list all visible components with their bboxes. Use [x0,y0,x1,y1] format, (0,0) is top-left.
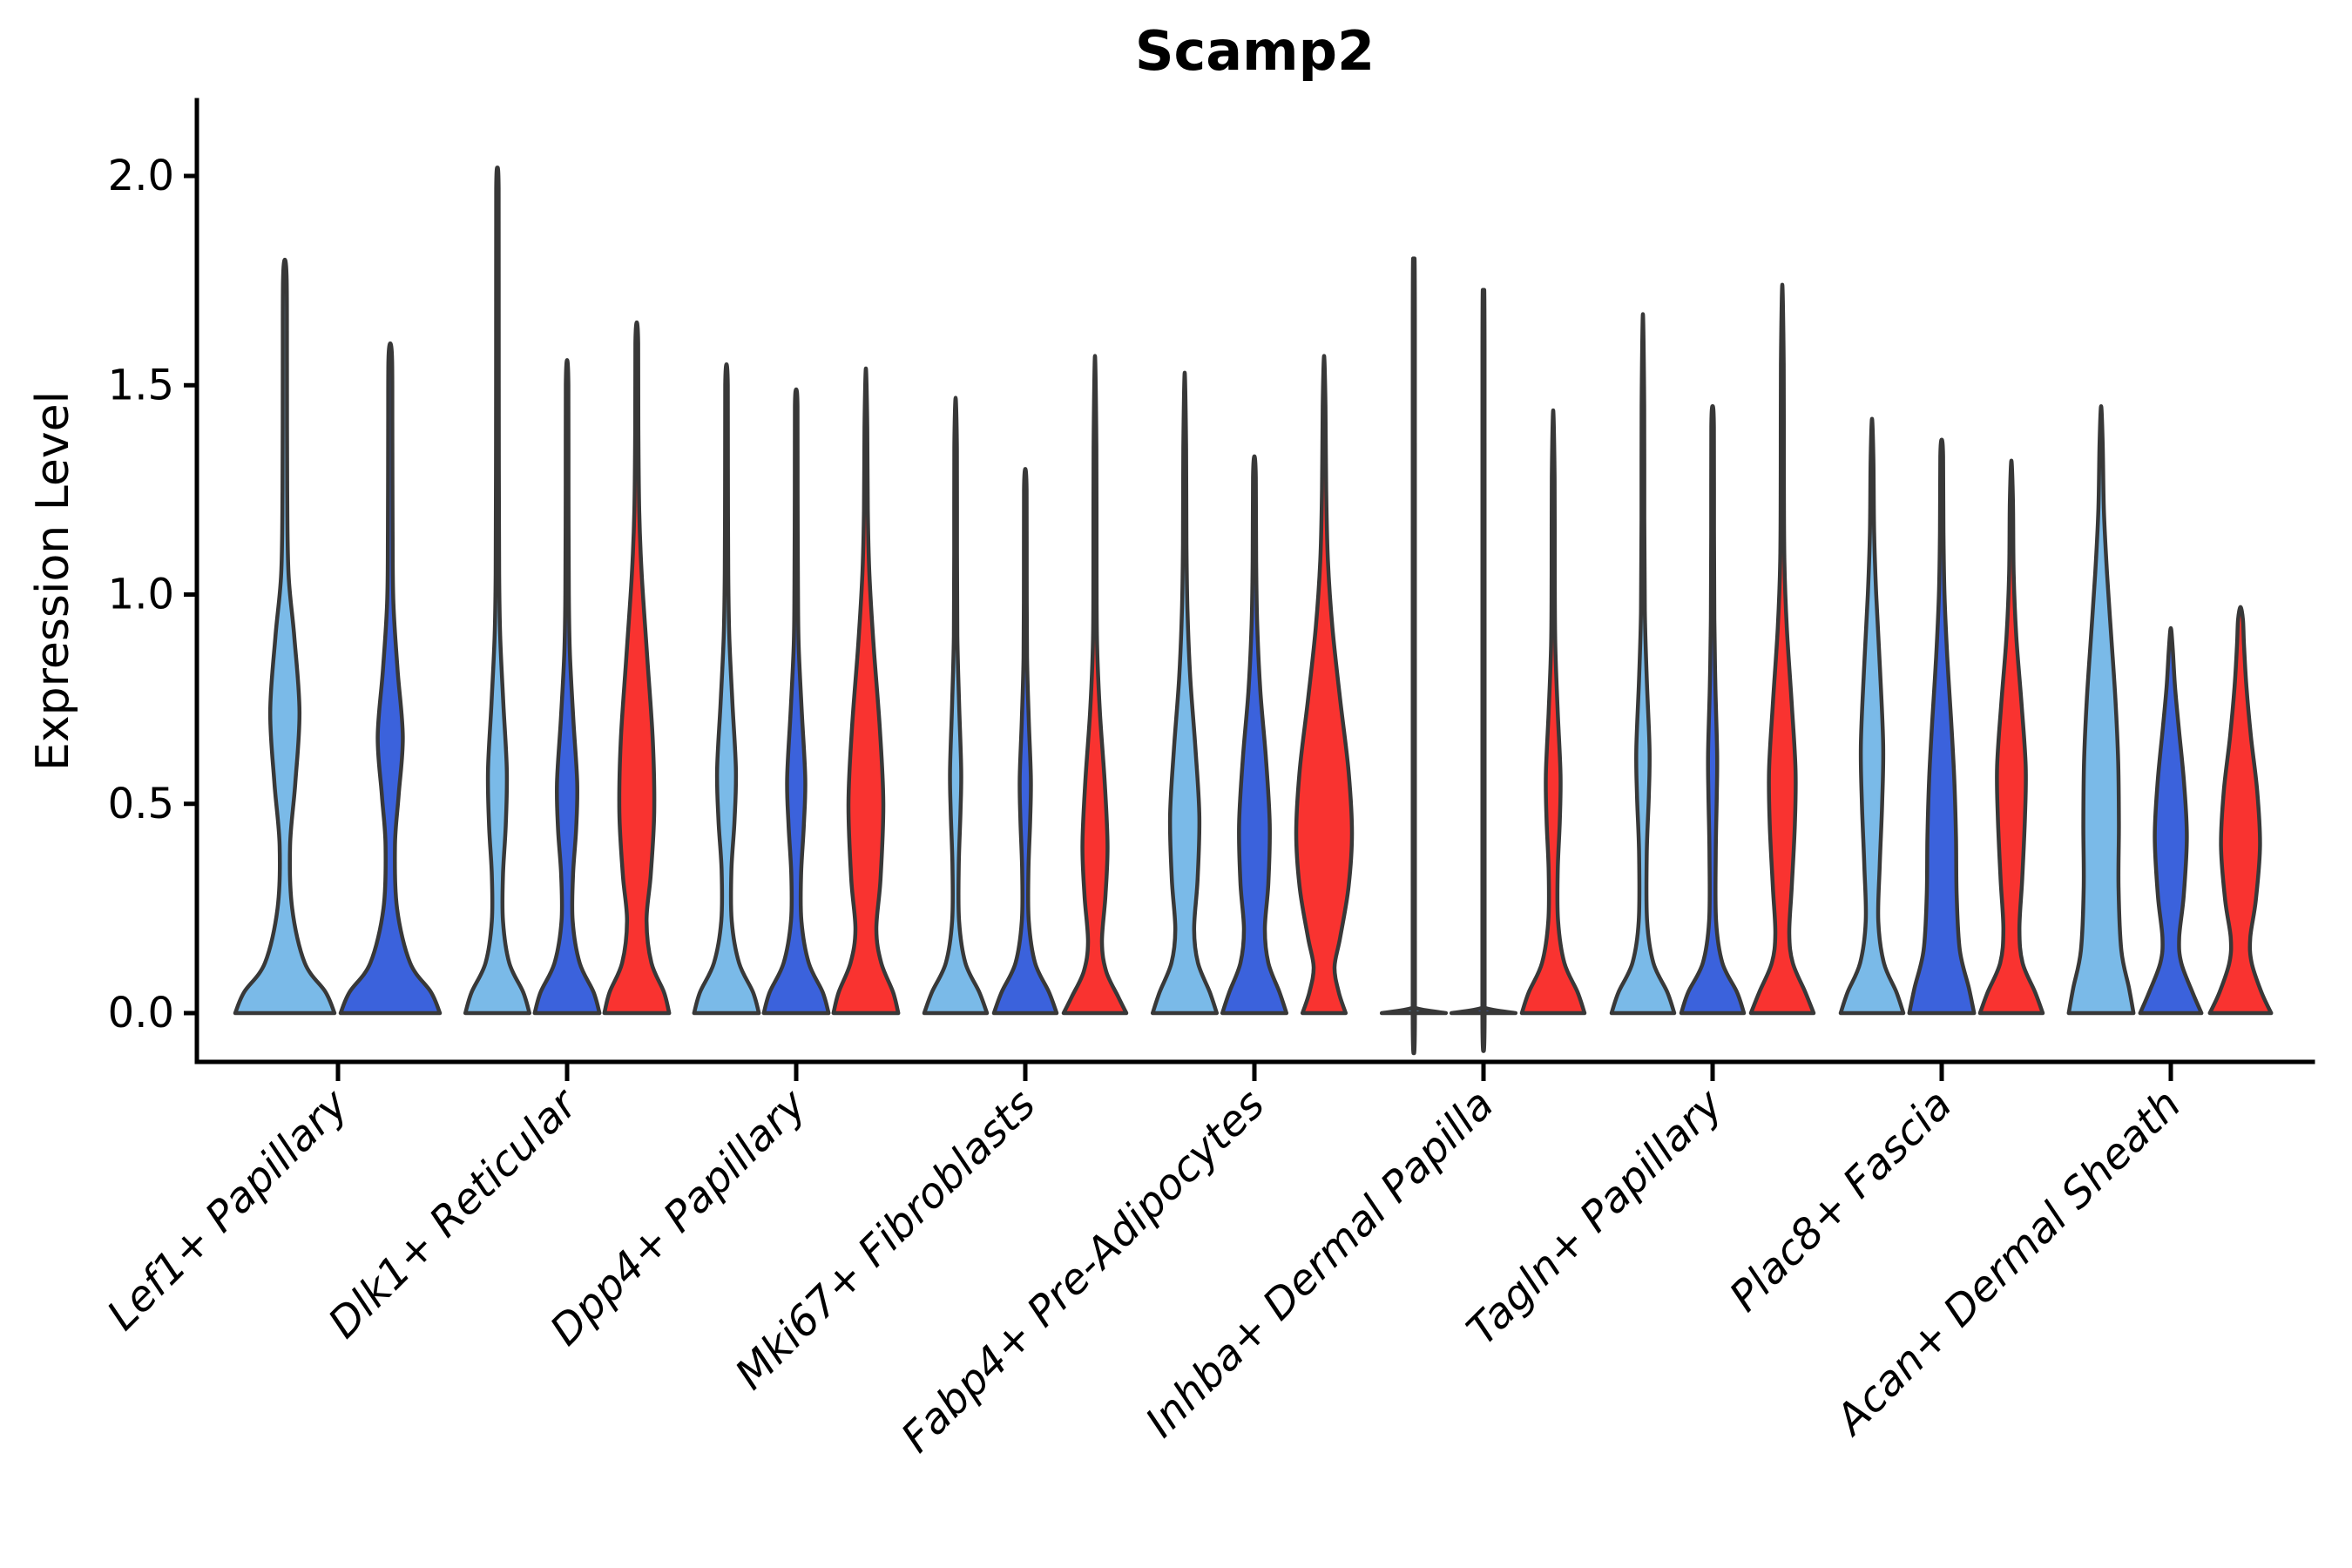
violin-2-series-3 [602,320,672,1016]
x-tick-label: Fabp4+ Pre-Adipocytes [892,1080,1274,1463]
violin-5-series-1 [1150,370,1220,1016]
violin-2-series-1 [463,166,532,1016]
violin-3-series-3 [831,366,901,1016]
violin-7-series-3 [1748,282,1816,1016]
violin-9-series-2 [2138,625,2204,1016]
y-tick-label: 2.0 [108,152,174,200]
violin-4-series-2 [991,467,1059,1016]
violin-9-series-3 [2207,605,2274,1016]
y-tick-label: 1.0 [108,571,174,619]
violin-3-series-1 [692,362,761,1016]
violin-2-series-2 [532,358,602,1016]
violin-6-series-1 [1379,256,1449,1056]
violin-1-series-2 [338,341,443,1016]
violin-8-series-3 [1977,458,2045,1016]
violin-3-series-2 [761,387,831,1016]
x-tick-label: Dlk1+ Reticular [319,1078,589,1348]
violin-5-series-3 [1294,354,1355,1016]
x-tick-label: Lef1+ Papillary [98,1079,358,1340]
violin-6-series-2 [1449,287,1518,1053]
y-tick-label: 0.5 [108,780,174,828]
violin-1-series-1 [233,257,337,1016]
violin-7-series-2 [1679,404,1747,1016]
violin-7-series-1 [1609,312,1677,1016]
violin-8-series-2 [1907,437,1977,1016]
violin-8-series-1 [1838,416,1906,1016]
violin-5-series-2 [1220,454,1289,1016]
violin-4-series-3 [1061,354,1129,1016]
x-tick-label: Tagln+ Papillary [1457,1079,1733,1355]
chart-title: Scamp2 [1134,19,1375,83]
violin-4-series-1 [922,395,990,1016]
y-tick-label: 0.0 [108,989,174,1037]
x-tick-label: Plac8+ Fascia [1720,1080,1962,1321]
x-tick-label: Dpp4+ Papillary [541,1079,816,1355]
y-tick-label: 1.5 [108,361,174,409]
violin-6-series-3 [1519,408,1587,1016]
violin-9-series-1 [2066,404,2136,1016]
